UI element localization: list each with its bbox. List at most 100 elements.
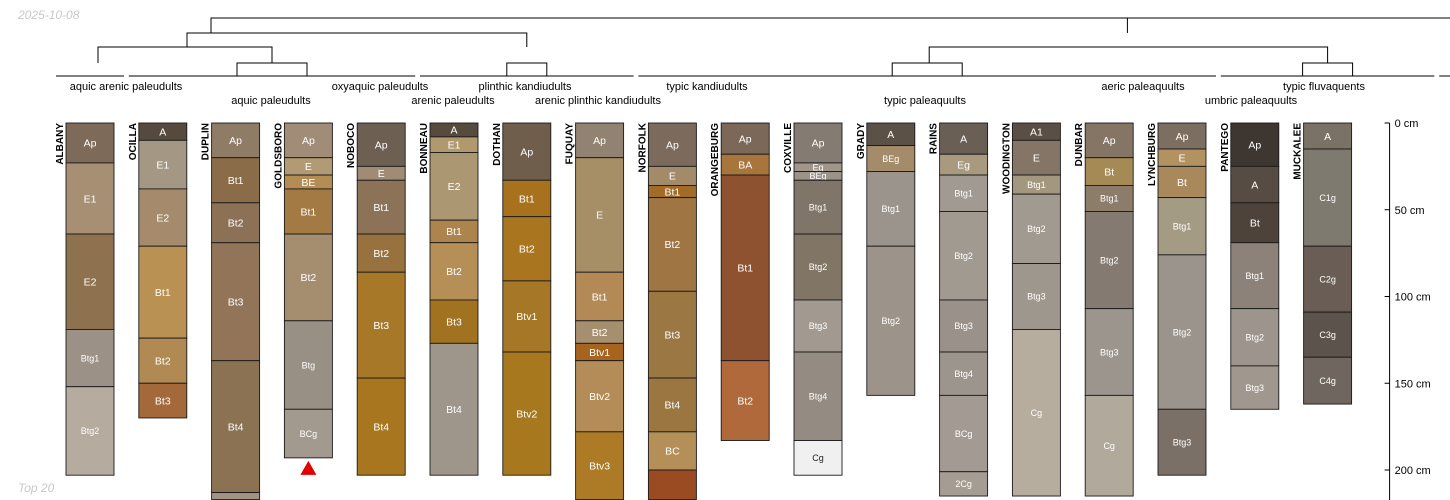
horizon-block xyxy=(283,233,333,322)
taxon-label: aquic arenic paleudults xyxy=(70,81,183,93)
horizon-label: Btv2 xyxy=(589,391,610,403)
horizon-label: Btg3 xyxy=(809,321,828,331)
horizon-label: Btv2 xyxy=(516,408,537,420)
horizon-block xyxy=(575,271,625,322)
horizon-block xyxy=(1303,356,1353,405)
horizon-block xyxy=(720,122,770,155)
horizon-label: Bt1 xyxy=(301,206,317,218)
horizon-block xyxy=(793,179,843,235)
dendrogram-link xyxy=(1302,62,1354,76)
dendrogram-link xyxy=(506,62,548,76)
profile-name: WOODINGTON xyxy=(1001,123,1012,194)
soil-profile: A1 E Btg1 Btg2 Btg3 Cg WOODINGTON xyxy=(1001,122,1061,497)
depth-tick-label: 0 cm xyxy=(1395,118,1419,130)
horizon-label: C2g xyxy=(1319,274,1336,284)
horizon-block xyxy=(793,299,843,353)
taxon-label: aeric paleaquults xyxy=(1101,81,1185,93)
profile-name: OCILLA xyxy=(128,123,139,160)
horizon-label: Bt2 xyxy=(665,239,681,251)
horizon-label: Bt3 xyxy=(373,320,389,332)
depth-marker-icon xyxy=(300,460,317,475)
taxon-label: typic kandiudults xyxy=(666,81,748,93)
horizon-block xyxy=(939,394,989,473)
horizon-label: Bt2 xyxy=(737,395,753,407)
horizon-label: A xyxy=(1251,179,1258,191)
horizon-block xyxy=(65,233,115,330)
profile-name: DOTHAN xyxy=(492,123,503,166)
dendrogram-link xyxy=(97,46,273,63)
horizon-block xyxy=(939,299,989,353)
depth-tick-label: 200 cm xyxy=(1395,465,1431,477)
horizon-label: C1g xyxy=(1319,193,1336,203)
horizon-label: Bt1 xyxy=(446,226,462,238)
profile-name: DUPLIN xyxy=(201,123,212,160)
profile-name: BONNEAU xyxy=(419,123,430,174)
horizon-label: Bt1 xyxy=(155,287,171,299)
soil-profile: Ap A Bt Btg1 Btg2 Btg3 PANTEGO xyxy=(1220,122,1280,410)
horizon-label: Btg1 xyxy=(1027,180,1046,190)
profile-name: NORFOLK xyxy=(637,122,648,172)
horizon-label: E xyxy=(669,171,676,183)
horizon-block xyxy=(138,188,188,247)
horizon-label: Btg3 xyxy=(1100,347,1119,357)
soil-profile: Ap Bt1 Bt2 Bt3 Bt4 DUPLIN xyxy=(201,122,261,500)
horizon-label: E1 xyxy=(84,193,97,205)
horizon-label: Ap xyxy=(812,138,825,150)
horizon-block xyxy=(283,408,333,459)
horizon-block xyxy=(575,122,625,159)
horizon-label: Btg3 xyxy=(954,321,973,331)
footer-note: Top 20 xyxy=(18,481,55,495)
horizon-label: Btg2 xyxy=(954,251,973,261)
horizon-block xyxy=(138,382,188,419)
depth-tick-label: 50 cm xyxy=(1395,205,1425,217)
horizon-label: Btg2 xyxy=(81,426,100,436)
horizon-label: A xyxy=(159,126,166,138)
horizon-block xyxy=(138,245,188,339)
horizon-label: E xyxy=(1033,152,1040,164)
horizon-label: Bt4 xyxy=(373,421,389,433)
horizon-block xyxy=(65,162,115,235)
horizon-block xyxy=(1230,365,1280,410)
horizon-label: Bt2 xyxy=(155,355,171,367)
horizon-block xyxy=(1230,202,1280,244)
horizon-block xyxy=(429,342,479,476)
horizon-label: A xyxy=(887,129,894,141)
horizon-block xyxy=(1084,157,1134,186)
horizon-label: Ap xyxy=(375,139,388,151)
soil-profile: Ap Bt1 Bt2 Btv1 Btv2 DOTHAN xyxy=(492,122,552,476)
horizon-block xyxy=(356,122,406,167)
horizon-label: E xyxy=(1178,152,1185,164)
taxon-label: plinthic kandiudults xyxy=(479,81,572,93)
horizon-block xyxy=(866,145,916,173)
soil-profile: A Eg Btg1 Btg2 Btg3 Btg4 BCg 2Cg RAINS xyxy=(929,122,989,497)
horizon-label: E2 xyxy=(84,277,97,289)
horizon-block xyxy=(1084,308,1134,396)
soil-profile: Ap E Bt1 Bt2 Bt3 Bt4 BC NORFOLK xyxy=(637,122,697,500)
horizon-block xyxy=(939,122,989,155)
horizon-label: Btg2 xyxy=(1027,224,1046,234)
horizon-label: Btg2 xyxy=(1173,327,1192,337)
horizon-label: Eg xyxy=(957,159,970,171)
horizon-label: Eg xyxy=(812,162,823,172)
horizon-label: Btg1 xyxy=(1173,221,1192,231)
taxon-label: typic fluvaquents xyxy=(1283,81,1365,93)
horizon-block xyxy=(866,171,916,247)
horizon-block xyxy=(1230,165,1280,204)
profile-name: FUQUAY xyxy=(565,123,576,165)
horizon-label: BC xyxy=(665,446,680,458)
horizon-label: Btg2 xyxy=(1246,333,1265,343)
horizon-label: Bt2 xyxy=(373,248,389,260)
horizon-block xyxy=(502,351,552,476)
horizon-block xyxy=(1011,329,1061,497)
horizon-block xyxy=(429,299,479,344)
depth-axis: 0 cm 50 cm 100 cm 150 cm 200 cm xyxy=(1384,118,1431,500)
soil-profiles: Ap E1 E2 Btg1 Btg2 ALBANY A E1 E2 Bt1 Bt2 Bt3 OCILLA… xyxy=(55,122,1353,500)
horizon-block xyxy=(647,290,697,379)
horizon-block xyxy=(575,157,625,273)
horizon-block xyxy=(1011,263,1061,330)
profile-name: ORANGEBURG xyxy=(710,123,721,197)
horizon-label: Btv1 xyxy=(589,347,610,359)
horizon-label: Bt1 xyxy=(737,263,753,275)
horizon-label: Ap xyxy=(1103,135,1116,147)
horizon-label: Bt4 xyxy=(665,400,681,412)
